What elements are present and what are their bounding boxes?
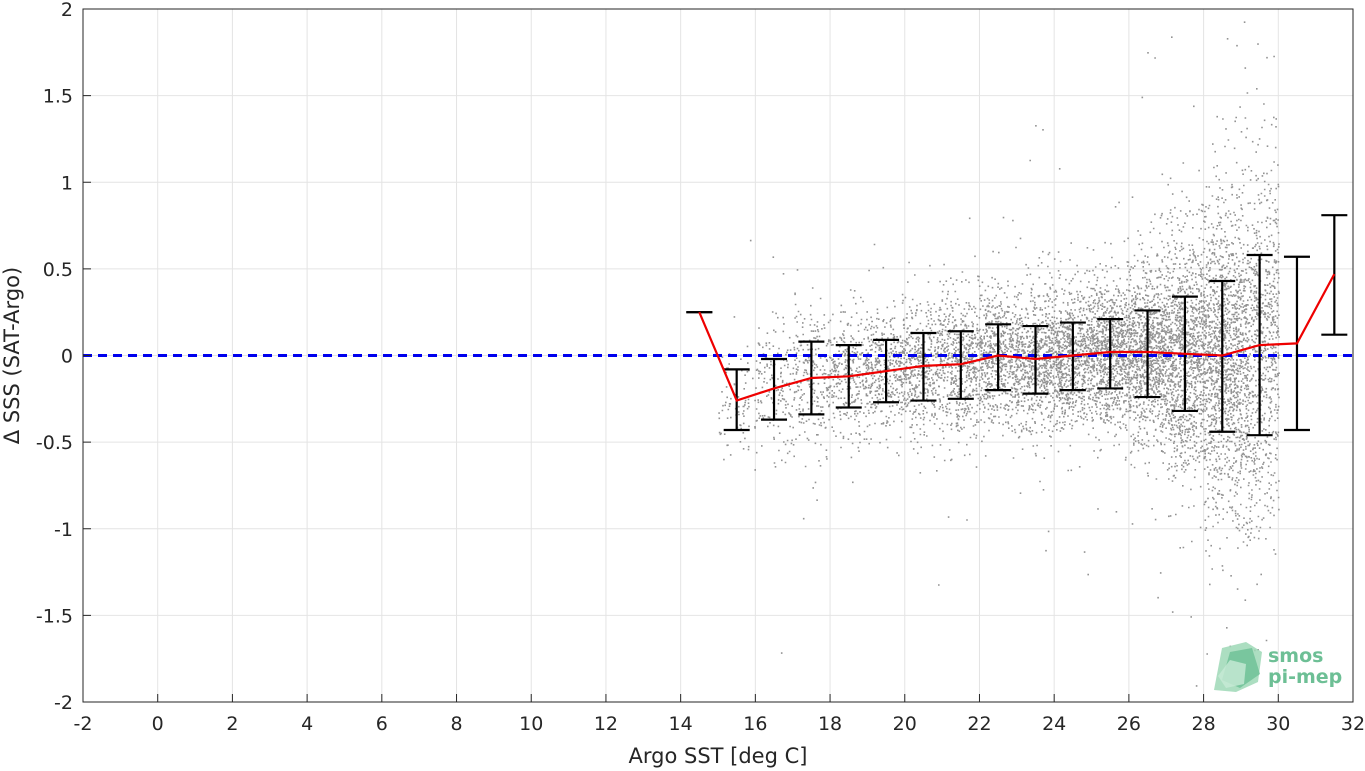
x-tick-label: 14 <box>669 713 693 735</box>
y-tick-label: -1 <box>54 519 73 541</box>
y-tick-label: 0.5 <box>43 259 73 281</box>
y-tick-label: 1 <box>61 172 73 194</box>
binned-mean-line <box>698 273 1336 402</box>
x-tick-label: 24 <box>1042 713 1066 735</box>
x-tick-label: 30 <box>1266 713 1290 735</box>
y-tick-label: -2 <box>54 692 73 714</box>
x-tick-label: 22 <box>967 713 991 735</box>
x-tick-label: 18 <box>818 713 842 735</box>
logo-text-pi-mep: pi-mep <box>1268 666 1342 688</box>
smos-pi-mep-logo: smos pi-mep <box>1214 642 1342 692</box>
mean-line <box>698 273 1336 402</box>
y-tick-label: 0 <box>61 346 73 368</box>
logo-text-smos: smos <box>1268 645 1323 667</box>
x-tick-label: 2 <box>226 713 238 735</box>
x-tick-label: 0 <box>152 713 164 735</box>
x-tick-label: 12 <box>594 713 618 735</box>
x-tick-label: -2 <box>74 713 93 735</box>
x-tick-label: 16 <box>743 713 767 735</box>
x-tick-label: 8 <box>450 713 462 735</box>
logo-mark-icon <box>1214 642 1262 692</box>
y-axis-label: Δ SSS (SAT-Argo) <box>0 267 24 444</box>
y-tick-label: -1.5 <box>36 605 73 627</box>
y-tick-label: -0.5 <box>36 432 73 454</box>
x-tick-label: 10 <box>519 713 543 735</box>
y-tick-label: 1.5 <box>43 86 73 108</box>
x-tick-label: 26 <box>1117 713 1141 735</box>
x-tick-label: 28 <box>1191 713 1215 735</box>
x-tick-label: 20 <box>893 713 917 735</box>
x-axis-label: Argo SST [deg C] <box>629 744 808 768</box>
x-tick-labels: -2 0 2 4 6 8 10 12 14 16 18 20 22 24 26 28 30 32 <box>74 694 1365 735</box>
y-tick-label: 2 <box>61 0 73 21</box>
y-tick-labels: 2 1.5 1 0.5 0 -0.5 -1 -1.5 -2 <box>36 0 91 714</box>
x-tick-label: 32 <box>1341 713 1365 735</box>
x-tick-label: 6 <box>376 713 388 735</box>
error-bars <box>686 214 1348 437</box>
x-tick-label: 4 <box>301 713 313 735</box>
